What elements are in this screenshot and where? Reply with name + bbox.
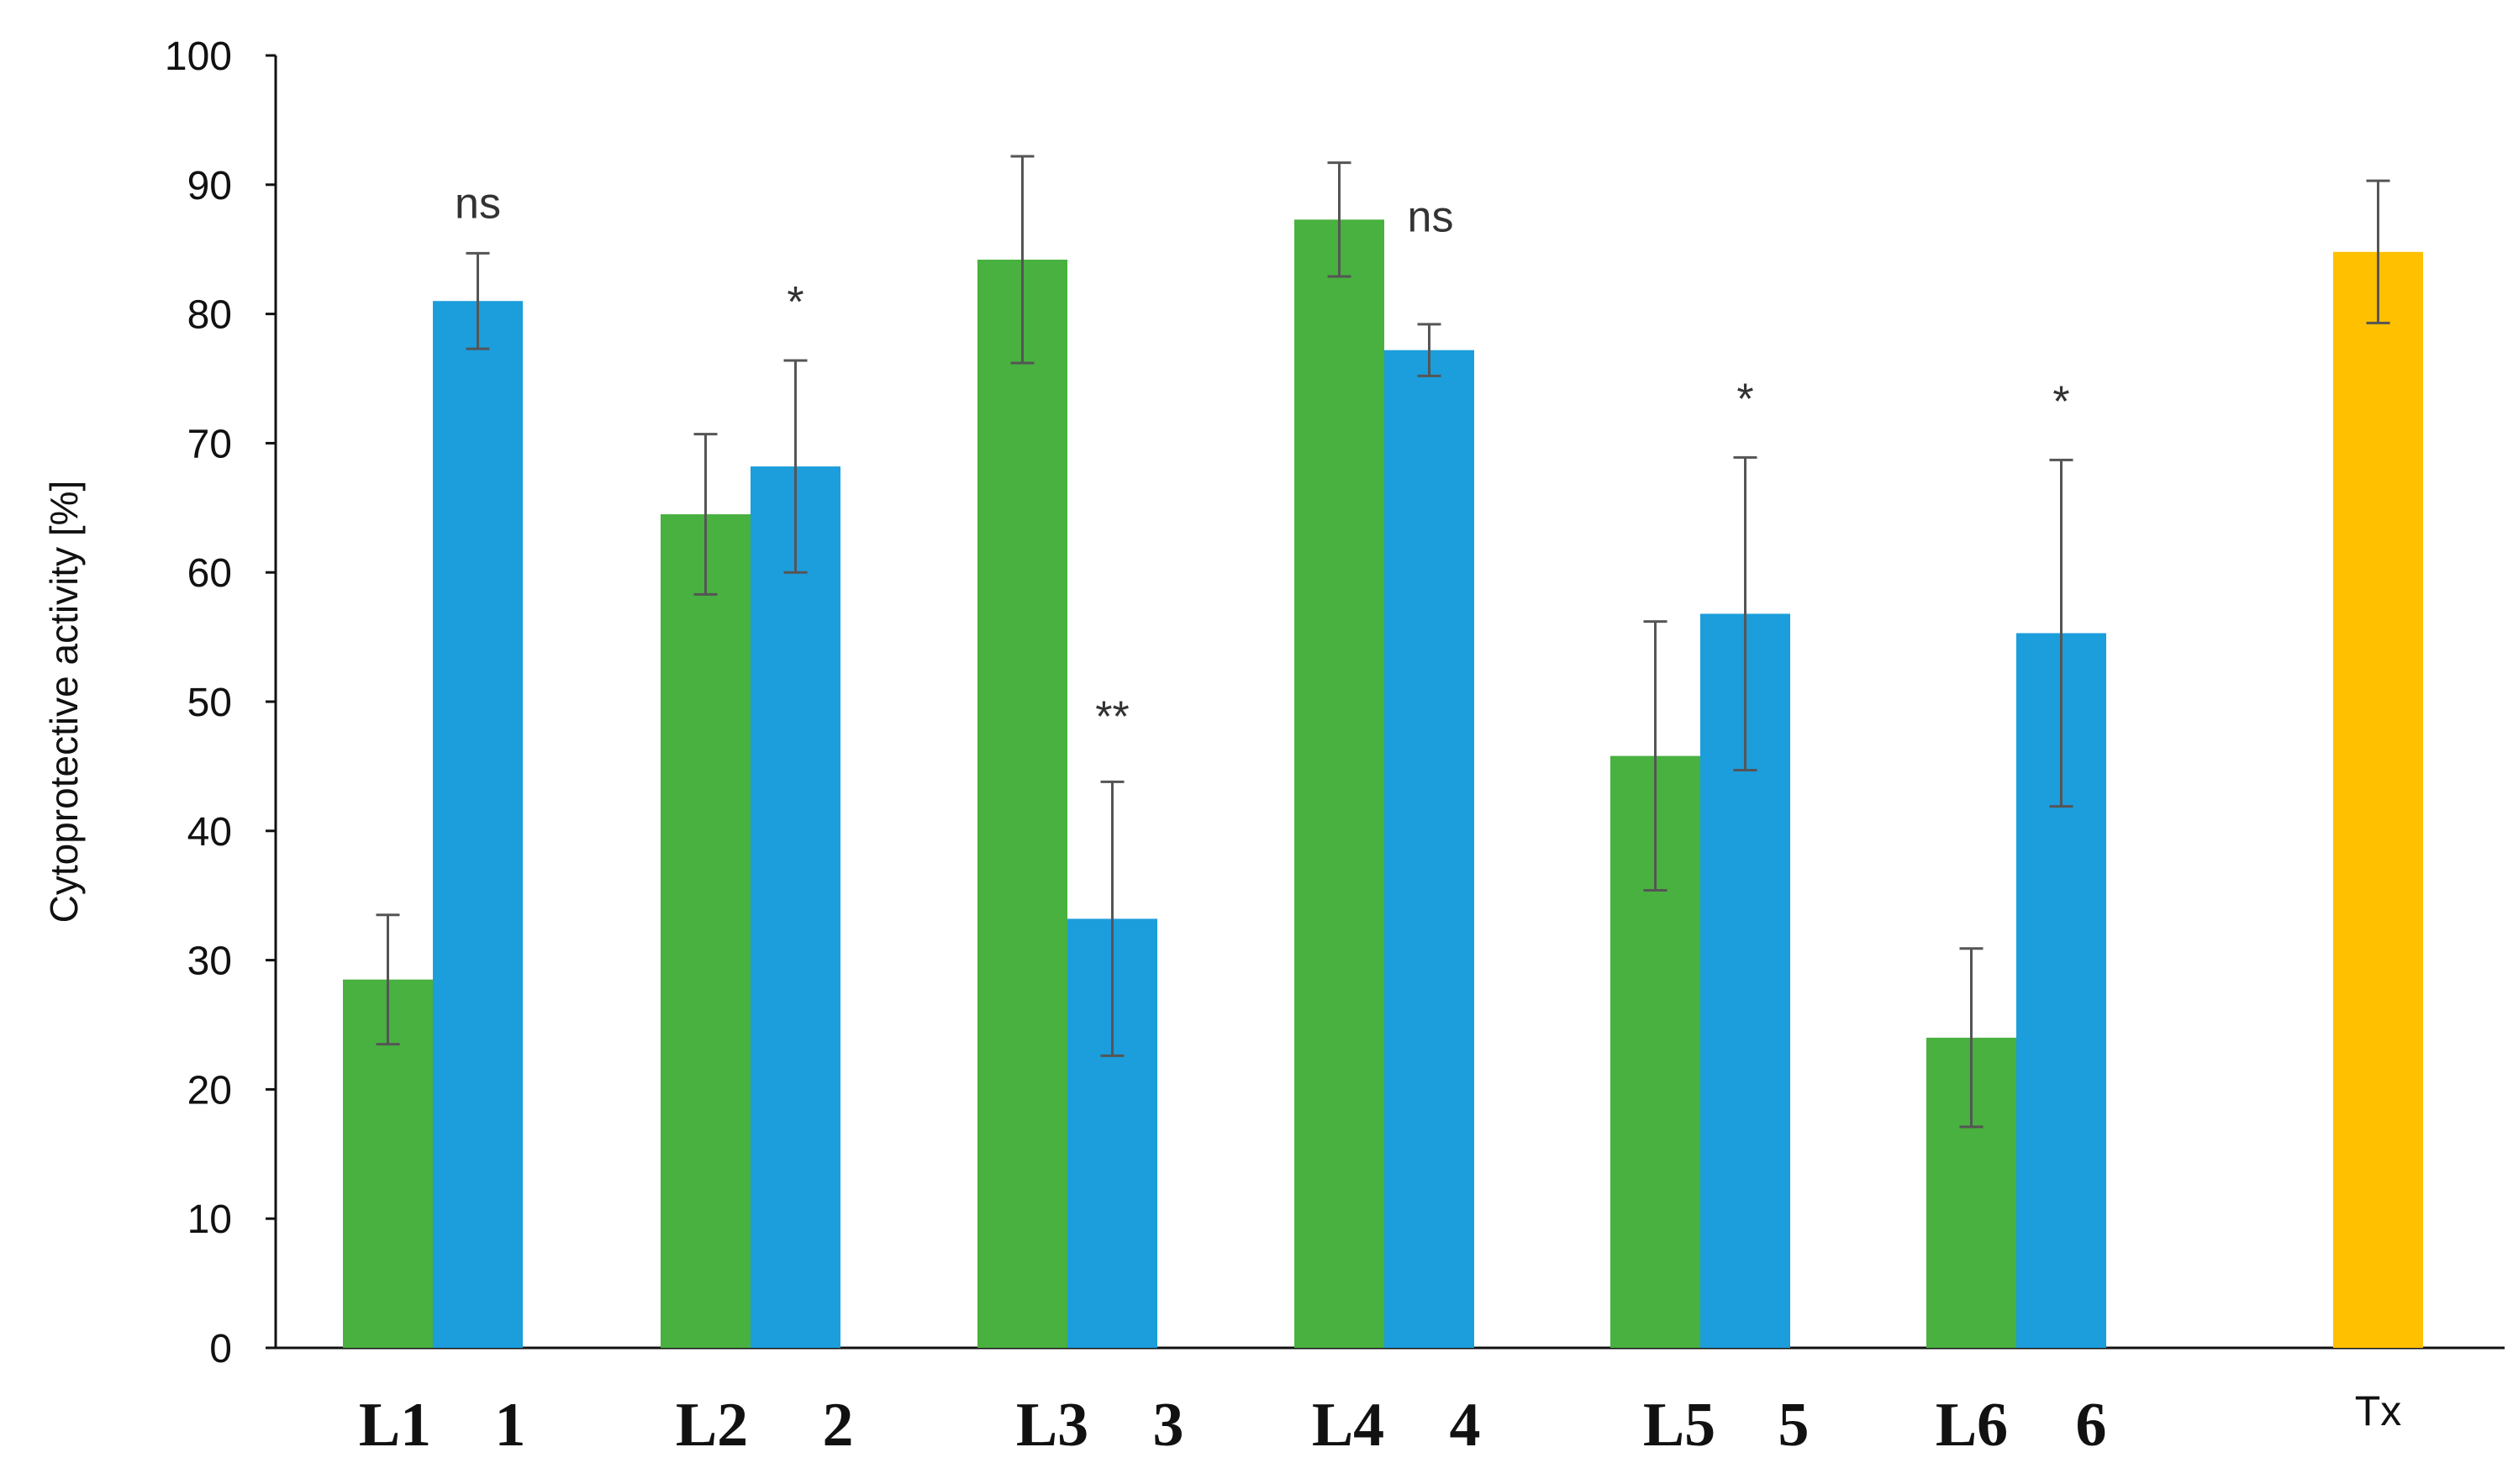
bar-l2 <box>661 513 751 1348</box>
x-category-label: 2 <box>823 1391 854 1460</box>
x-category-label: 6 <box>2076 1391 2107 1460</box>
significance-annotation: ** <box>1095 692 1129 741</box>
significance-annotation: * <box>787 278 803 327</box>
bar-2 <box>751 466 840 1348</box>
x-category-label: 1 <box>495 1391 526 1460</box>
x-category-label: 4 <box>1450 1391 1481 1460</box>
x-category-label: Tx <box>2355 1387 2402 1434</box>
x-category-label: L1 <box>359 1391 431 1460</box>
significance-annotation: ns <box>1408 192 1454 241</box>
x-category-label: 3 <box>1153 1391 1184 1460</box>
axes: 0 10 20 30 40 50 60 70 80 90 100 <box>165 34 2505 1371</box>
y-tick-label: 50 <box>187 681 232 725</box>
bar-4 <box>1384 350 1474 1348</box>
x-category-label: L4 <box>1312 1391 1384 1460</box>
x-category-label: 5 <box>1778 1391 1810 1460</box>
error-bars <box>376 155 2390 1129</box>
y-tick-label: 20 <box>187 1068 232 1113</box>
bars <box>343 219 2423 1349</box>
significance-annotation: * <box>2052 377 2069 426</box>
y-tick-label: 30 <box>187 939 232 984</box>
y-axis-label: Cytoprotective activity [%] <box>42 481 86 924</box>
significance-annotation: ns <box>455 179 501 228</box>
y-tick-label: 100 <box>165 34 232 79</box>
bar-1 <box>433 301 523 1349</box>
bar-tx <box>2333 251 2423 1348</box>
y-tick-label: 10 <box>187 1197 232 1242</box>
y-tick-label: 90 <box>187 164 232 208</box>
x-category-label: L6 <box>1936 1391 2008 1460</box>
y-tick-label: 80 <box>187 293 232 338</box>
x-category-label: L2 <box>676 1391 748 1460</box>
y-tick-label: 70 <box>187 422 232 466</box>
x-category-label: L5 <box>1643 1391 1715 1460</box>
y-tick-label: 0 <box>209 1327 232 1371</box>
y-tick-label: 40 <box>187 810 232 855</box>
x-category-label: L3 <box>1016 1391 1088 1460</box>
bar-l3 <box>977 260 1067 1348</box>
significance-annotation: * <box>1736 375 1753 424</box>
y-tick-label: 60 <box>187 551 232 596</box>
bar-l4 <box>1294 219 1384 1349</box>
